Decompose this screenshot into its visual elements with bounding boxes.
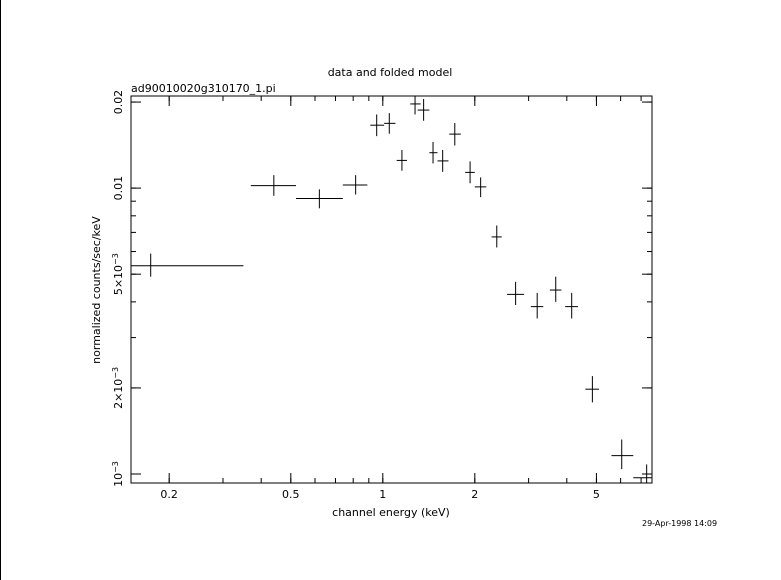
data-point (633, 464, 652, 483)
y-tick-label: 2×10−3 (111, 367, 125, 409)
y-tick-label-text: 5×10 (112, 265, 125, 295)
x-axis-label: channel energy (keV) (332, 506, 450, 519)
x-tick-label: 1 (379, 488, 386, 501)
y-tick-label-exponent: −3 (111, 367, 120, 379)
data-point (384, 113, 396, 134)
data-point (549, 276, 562, 302)
y-tick-label: 0.02 (112, 90, 125, 115)
data-point (565, 292, 578, 319)
data-point (131, 253, 244, 277)
y-tick-label: 10−3 (111, 461, 125, 487)
data-point (530, 292, 544, 319)
data-point (250, 175, 297, 196)
data-point (370, 114, 385, 137)
y-tick-label-text: 0.01 (112, 176, 125, 201)
data-point (417, 98, 430, 121)
plot-frame (130, 95, 653, 484)
plot-timestamp: 29-Apr-1998 14:09 (642, 519, 718, 528)
data-point (465, 161, 475, 184)
window-edge-line (0, 0, 1, 580)
x-tick-label: 2 (471, 488, 478, 501)
y-tick-label: 5×10−3 (111, 253, 125, 295)
data-point (611, 439, 634, 470)
y-tick-label-text: 0.02 (112, 90, 125, 115)
data-point (474, 177, 487, 198)
y-axis-label: normalized counts/sec/keV (90, 216, 103, 364)
y-tick-label-text: 2×10 (112, 379, 125, 409)
data-point (429, 141, 438, 164)
x-tick-label: 0.2 (160, 488, 178, 501)
data-point (342, 175, 368, 195)
data-point (507, 281, 525, 306)
axis-ticks: 0.2 0.5 1 2 510−32×10−35×10−30.010.02 (111, 90, 652, 501)
x-tick-label: 5 (593, 488, 600, 501)
y-tick-label: 0.01 (112, 176, 125, 201)
data-point (585, 376, 600, 403)
data-point (437, 149, 449, 172)
data-point (491, 225, 502, 248)
data-point (296, 189, 343, 209)
data-points (131, 96, 652, 483)
y-tick-label-exponent: −3 (111, 461, 120, 473)
data-point (410, 96, 421, 115)
chart-subtitle: ad90010020g310170_1.pi (131, 82, 276, 95)
y-tick-label-exponent: −3 (111, 253, 120, 265)
data-point (449, 122, 461, 146)
chart-title: data and folded model (328, 66, 453, 79)
x-tick-label: 0.5 (282, 488, 300, 501)
y-tick-label-text: 10 (112, 473, 125, 487)
data-point (396, 149, 408, 171)
